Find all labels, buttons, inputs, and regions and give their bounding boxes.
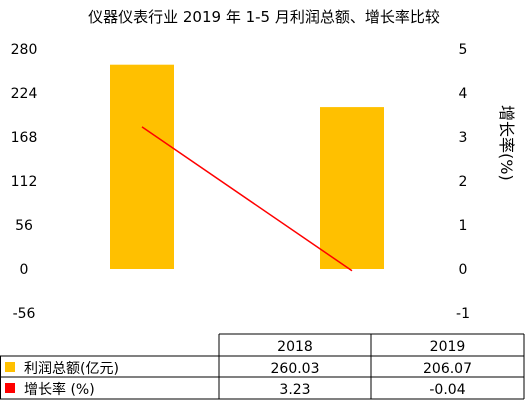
right-axis-label: 增长率(%)	[497, 105, 516, 181]
growth-line-path	[141, 126, 353, 272]
data-table: 2018 2019 利润总额(亿元) 260.03 206.07 增长率 (%) 3.23 -…	[0, 333, 525, 400]
right-tick-label: 2	[459, 174, 468, 190]
right-tick-label: -1	[456, 306, 470, 322]
left-tick-label: 168	[11, 130, 38, 146]
bar	[320, 107, 384, 269]
chart-title: 仪器仪表行业 2019 年 1-5 月利润总额、增长率比较	[88, 8, 440, 26]
left-tick-label: 56	[15, 218, 33, 234]
legend-marker	[5, 383, 15, 393]
table-row-label: 增长率 (%)	[24, 381, 95, 398]
growth-line	[141, 126, 353, 272]
table-cell: -0.04	[429, 382, 465, 398]
right-tick-label: 4	[459, 86, 468, 102]
table-cell: 206.07	[423, 361, 472, 377]
table-cell: 3.23	[279, 382, 310, 398]
table-header-cell: 2018	[277, 339, 313, 355]
left-axis-ticks: 280 224 168 112 56 0 -56	[11, 42, 38, 322]
table-cell: 260.03	[271, 361, 320, 377]
right-tick-label: 5	[459, 42, 468, 58]
right-tick-label: 3	[459, 130, 468, 146]
bars	[110, 64, 384, 270]
table-header-cell: 2019	[430, 339, 466, 355]
right-tick-label: 1	[459, 218, 468, 234]
right-tick-label: 0	[459, 262, 468, 278]
right-axis-ticks: 5 4 3 2 1 0 -1	[456, 42, 470, 322]
left-tick-label: 112	[11, 174, 38, 190]
bar	[110, 64, 174, 270]
legend-marker	[5, 362, 15, 372]
table-row-label: 利润总额(亿元)	[24, 361, 119, 377]
left-tick-label: 224	[11, 86, 38, 102]
left-tick-label: -56	[13, 306, 36, 322]
left-tick-label: 280	[11, 42, 38, 58]
left-tick-label: 0	[20, 262, 29, 278]
